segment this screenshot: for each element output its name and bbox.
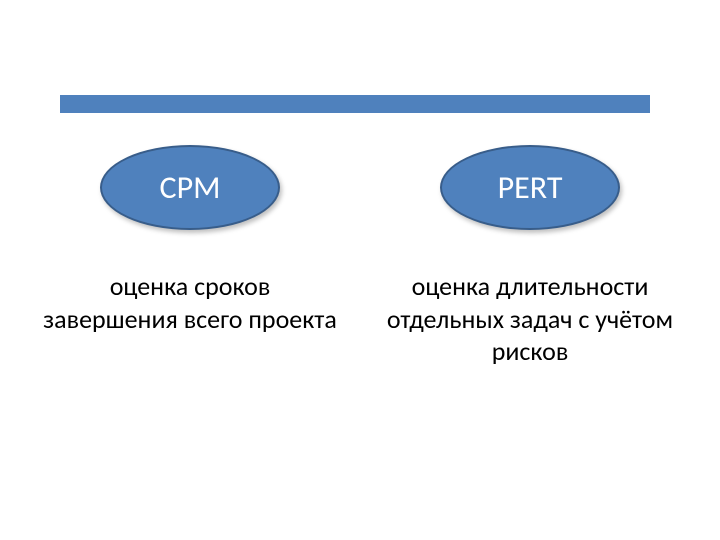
divider-bar	[60, 95, 650, 113]
ellipse-pert: PERT	[440, 145, 620, 230]
description-pert: оценка длительности отдельных задач с уч…	[380, 270, 680, 368]
column-cpm: CPM оценка сроков завершения всего проек…	[20, 145, 360, 368]
ellipse-cpm-label: CPM	[160, 168, 221, 207]
column-pert: PERT оценка длительности отдельных задач…	[360, 145, 700, 368]
description-cpm: оценка сроков завершения всего проекта	[40, 270, 340, 335]
content-columns: CPM оценка сроков завершения всего проек…	[0, 145, 720, 368]
ellipse-pert-label: PERT	[498, 168, 563, 207]
ellipse-cpm: CPM	[100, 145, 280, 230]
